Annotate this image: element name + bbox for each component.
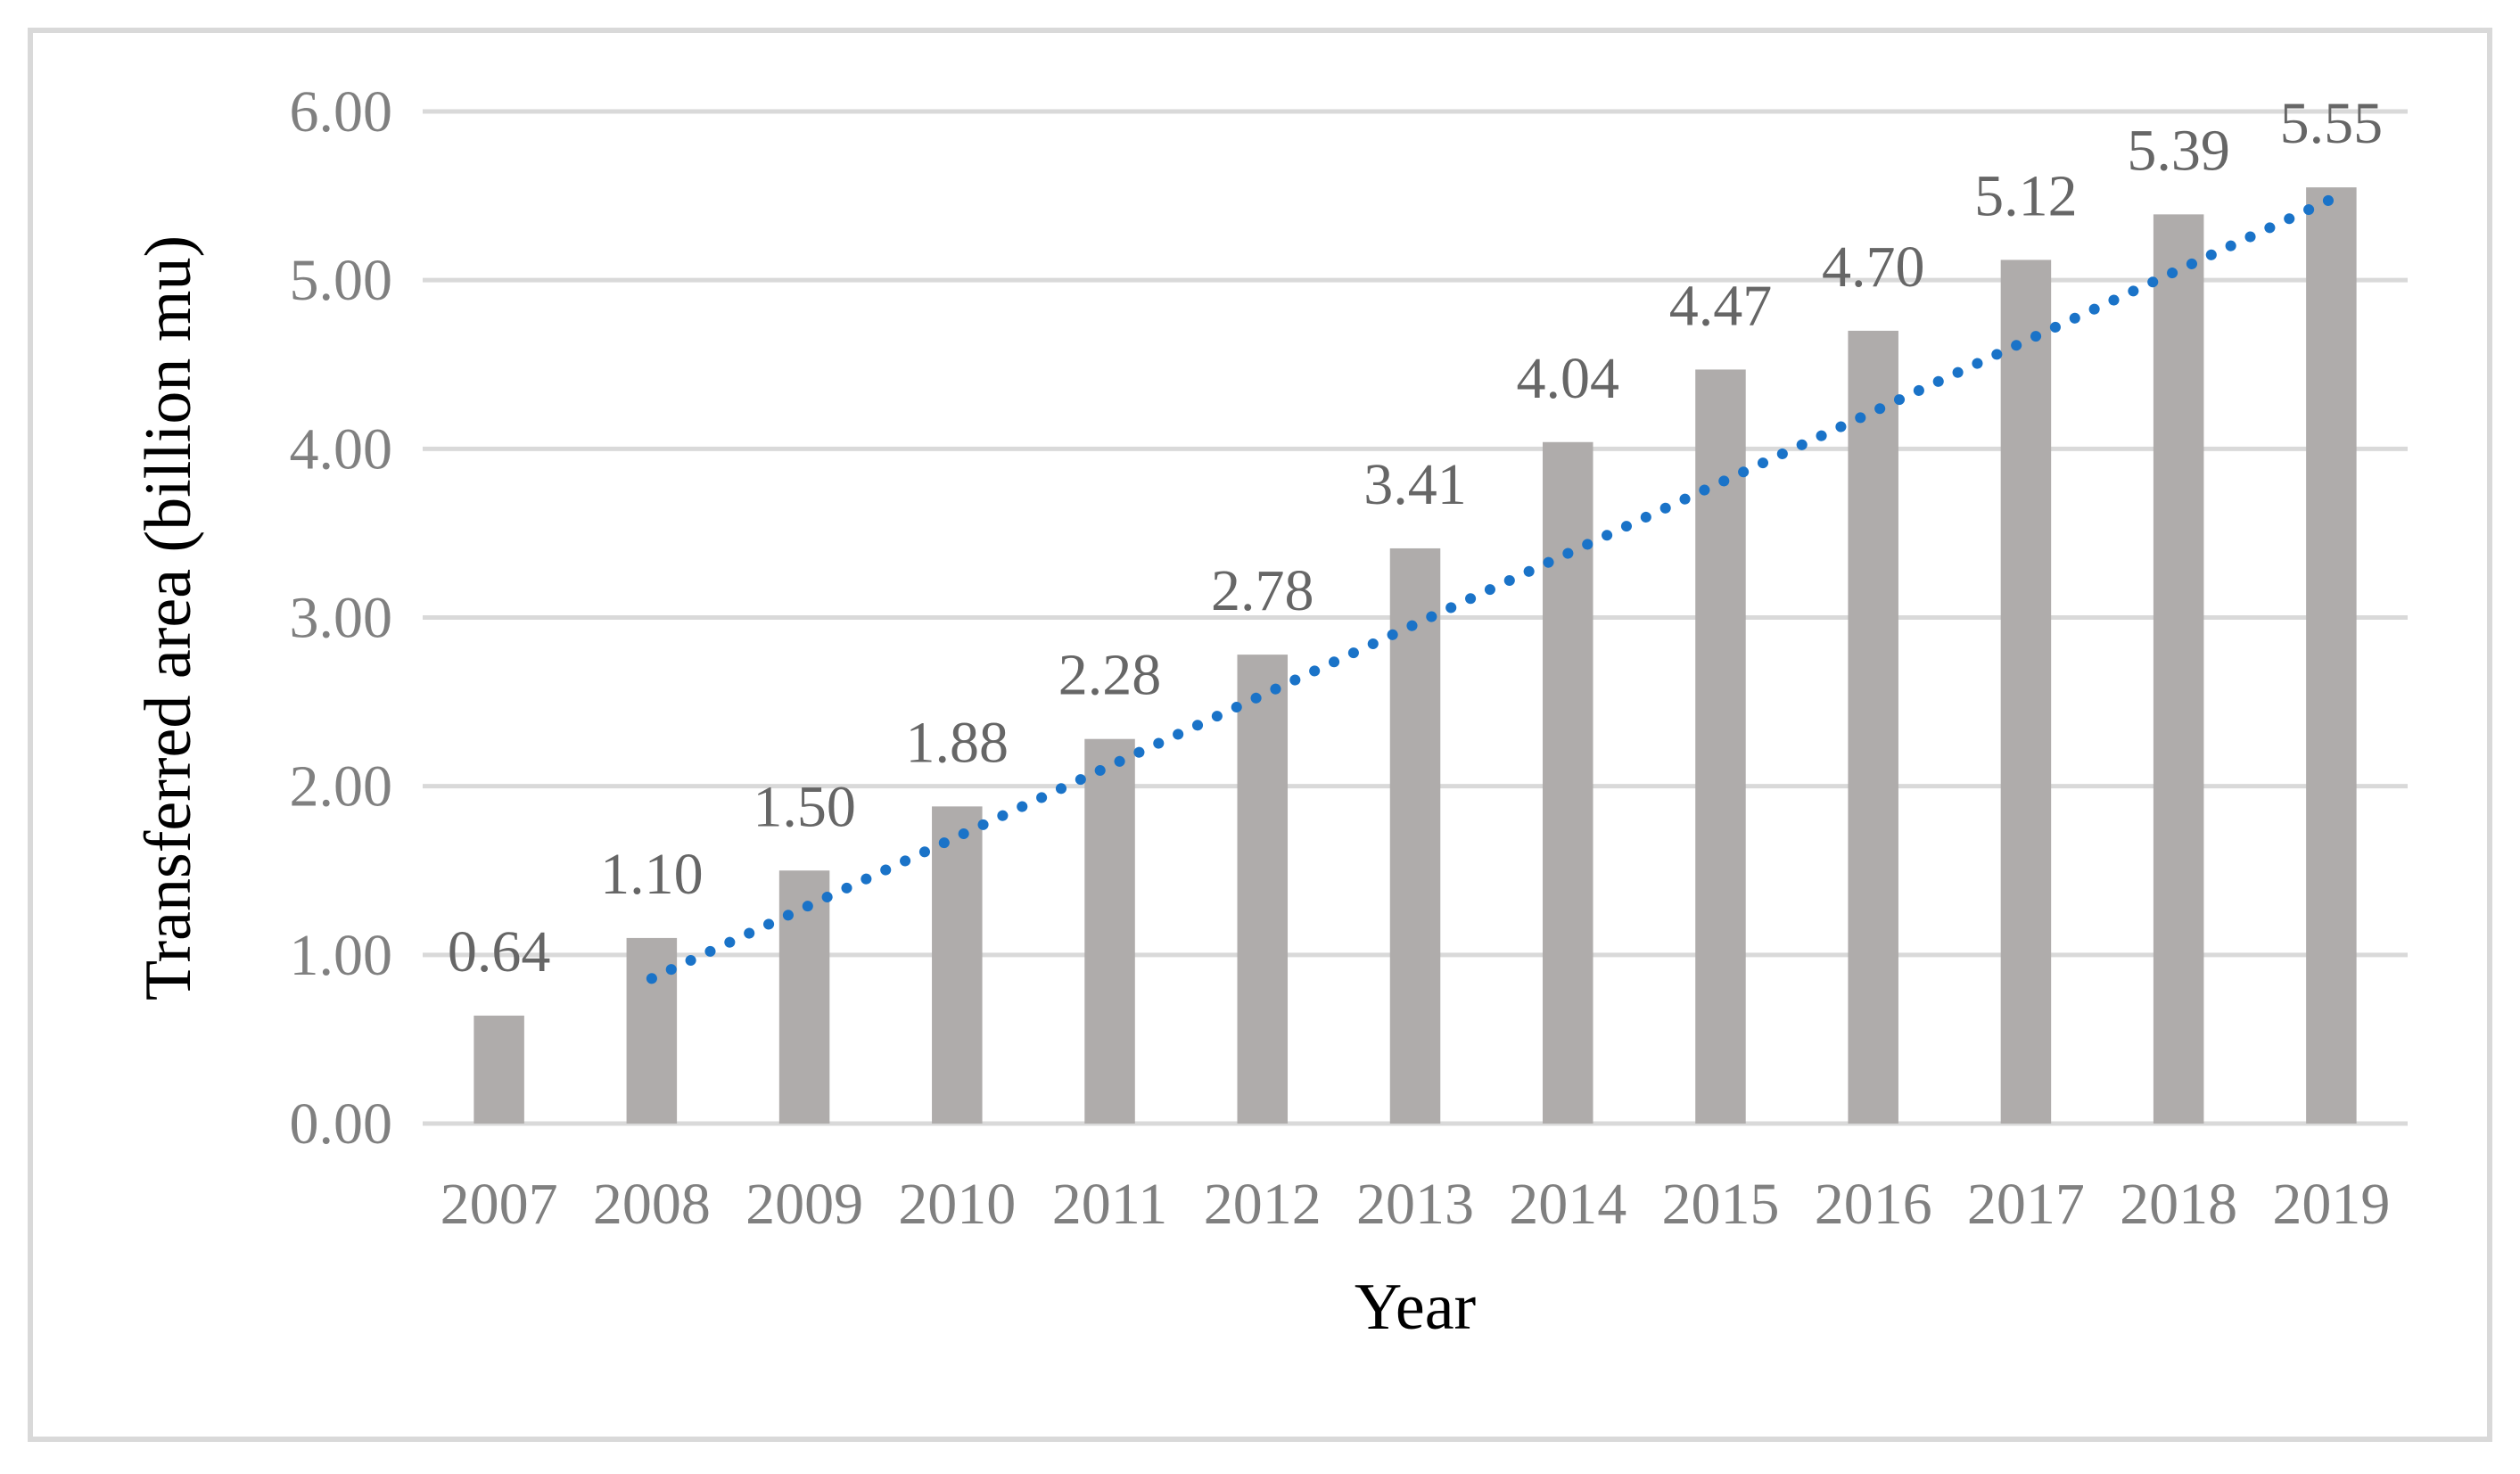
x-tick-label: 2013: [1356, 1172, 1474, 1237]
x-tick-label: 2009: [745, 1172, 863, 1237]
data-label: 4.47: [1669, 273, 1773, 338]
bar-2018: [2153, 214, 2204, 1124]
y-tick-label: 6.00: [290, 79, 393, 144]
data-label: 1.10: [600, 842, 704, 907]
data-label: 4.70: [1822, 235, 1925, 300]
data-label: 0.64: [448, 919, 551, 984]
bar-2013: [1389, 548, 1441, 1124]
bars: [474, 187, 2357, 1124]
data-label: 5.39: [2127, 118, 2230, 183]
data-labels: 0.64 1.10 1.50 1.88 2.28 2.78 3.41 4.04 4.47 4.70…: [448, 91, 2383, 984]
x-tick-label: 2011: [1052, 1172, 1168, 1237]
data-label: 2.78: [1211, 558, 1314, 623]
data-label: 5.55: [2280, 91, 2384, 156]
data-label: 3.41: [1363, 452, 1467, 517]
x-tick-label: 2012: [1204, 1172, 1322, 1237]
x-tick-label: 2015: [1661, 1172, 1779, 1237]
x-tick-label: 2007: [441, 1172, 558, 1237]
x-axis-ticks: 2007 2008 2009 2010 2011 2012 2013 2014 2015 2016…: [441, 1172, 2391, 1237]
x-tick-label: 2017: [1967, 1172, 2085, 1237]
x-tick-label: 2016: [1815, 1172, 1932, 1237]
bar-2019: [2306, 187, 2357, 1124]
x-tick-label: 2018: [2120, 1172, 2237, 1237]
data-label: 2.28: [1058, 643, 1162, 708]
y-tick-label: 0.00: [290, 1091, 393, 1157]
gridlines: [423, 109, 2408, 1126]
bar-2011: [1084, 738, 1135, 1124]
x-tick-label: 2014: [1509, 1172, 1626, 1237]
bar-2012: [1237, 655, 1289, 1124]
data-label: 1.88: [906, 710, 1009, 775]
data-label: 4.04: [1516, 346, 1619, 411]
data-label: 1.50: [753, 774, 856, 839]
y-axis-ticks: 0.00 1.00 2.00 3.00 4.00 5.00 6.00: [290, 79, 393, 1157]
y-axis-title: Transferred area (billion mu): [132, 235, 205, 1001]
y-tick-label: 1.00: [290, 923, 393, 988]
x-tick-label: 2019: [2272, 1172, 2390, 1237]
y-tick-label: 2.00: [290, 754, 393, 819]
y-tick-label: 3.00: [290, 586, 393, 651]
bar-2017: [2000, 259, 2052, 1124]
bar-2016: [1848, 330, 1898, 1124]
bar-2007: [474, 1015, 524, 1124]
trendline-group: [646, 194, 2337, 984]
x-tick-label: 2010: [898, 1172, 1016, 1237]
x-tick-label: 2008: [593, 1172, 711, 1237]
bar-2010: [932, 806, 983, 1124]
data-label: 5.12: [1974, 163, 2078, 228]
y-tick-label: 4.00: [290, 416, 393, 482]
y-tick-label: 5.00: [290, 248, 393, 313]
x-axis-title: Year: [1355, 1271, 1476, 1344]
trendline: [646, 194, 2337, 984]
